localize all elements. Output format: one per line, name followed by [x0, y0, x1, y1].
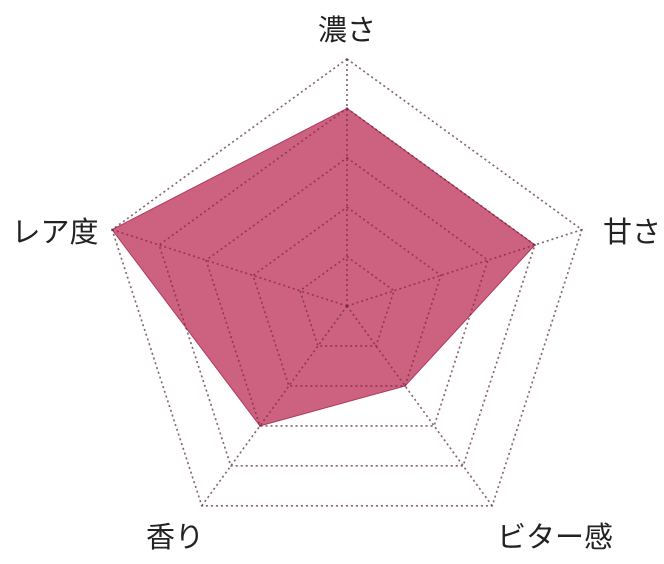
grid-spoke-overlay	[346, 305, 493, 507]
series-area	[111, 107, 536, 427]
grid-ring-overlay	[158, 107, 536, 467]
grid-ring	[111, 58, 583, 507]
data-point	[533, 243, 536, 246]
axis-label: レア度	[11, 215, 98, 249]
series	[111, 107, 536, 427]
grid-spoke-overlay	[346, 228, 583, 307]
axis-label: ビター感	[497, 520, 613, 554]
data-point	[404, 384, 407, 387]
grid-spoke-overlay	[201, 305, 348, 507]
axis-label: 香り	[146, 520, 204, 554]
data-point	[258, 424, 261, 427]
grid-ring-overlay	[205, 156, 489, 427]
grid-ring-overlay	[252, 206, 442, 387]
grid-overlay	[111, 58, 583, 507]
data-point	[111, 228, 114, 231]
grid-spoke-overlay	[111, 228, 348, 307]
grid-ring	[158, 107, 536, 467]
data-point	[346, 107, 348, 110]
axis-label: 濃さ	[318, 13, 376, 47]
grid-ring-overlay	[111, 58, 583, 507]
axis-label: 甘さ	[603, 215, 661, 249]
grid-ring-overlay	[299, 255, 395, 347]
